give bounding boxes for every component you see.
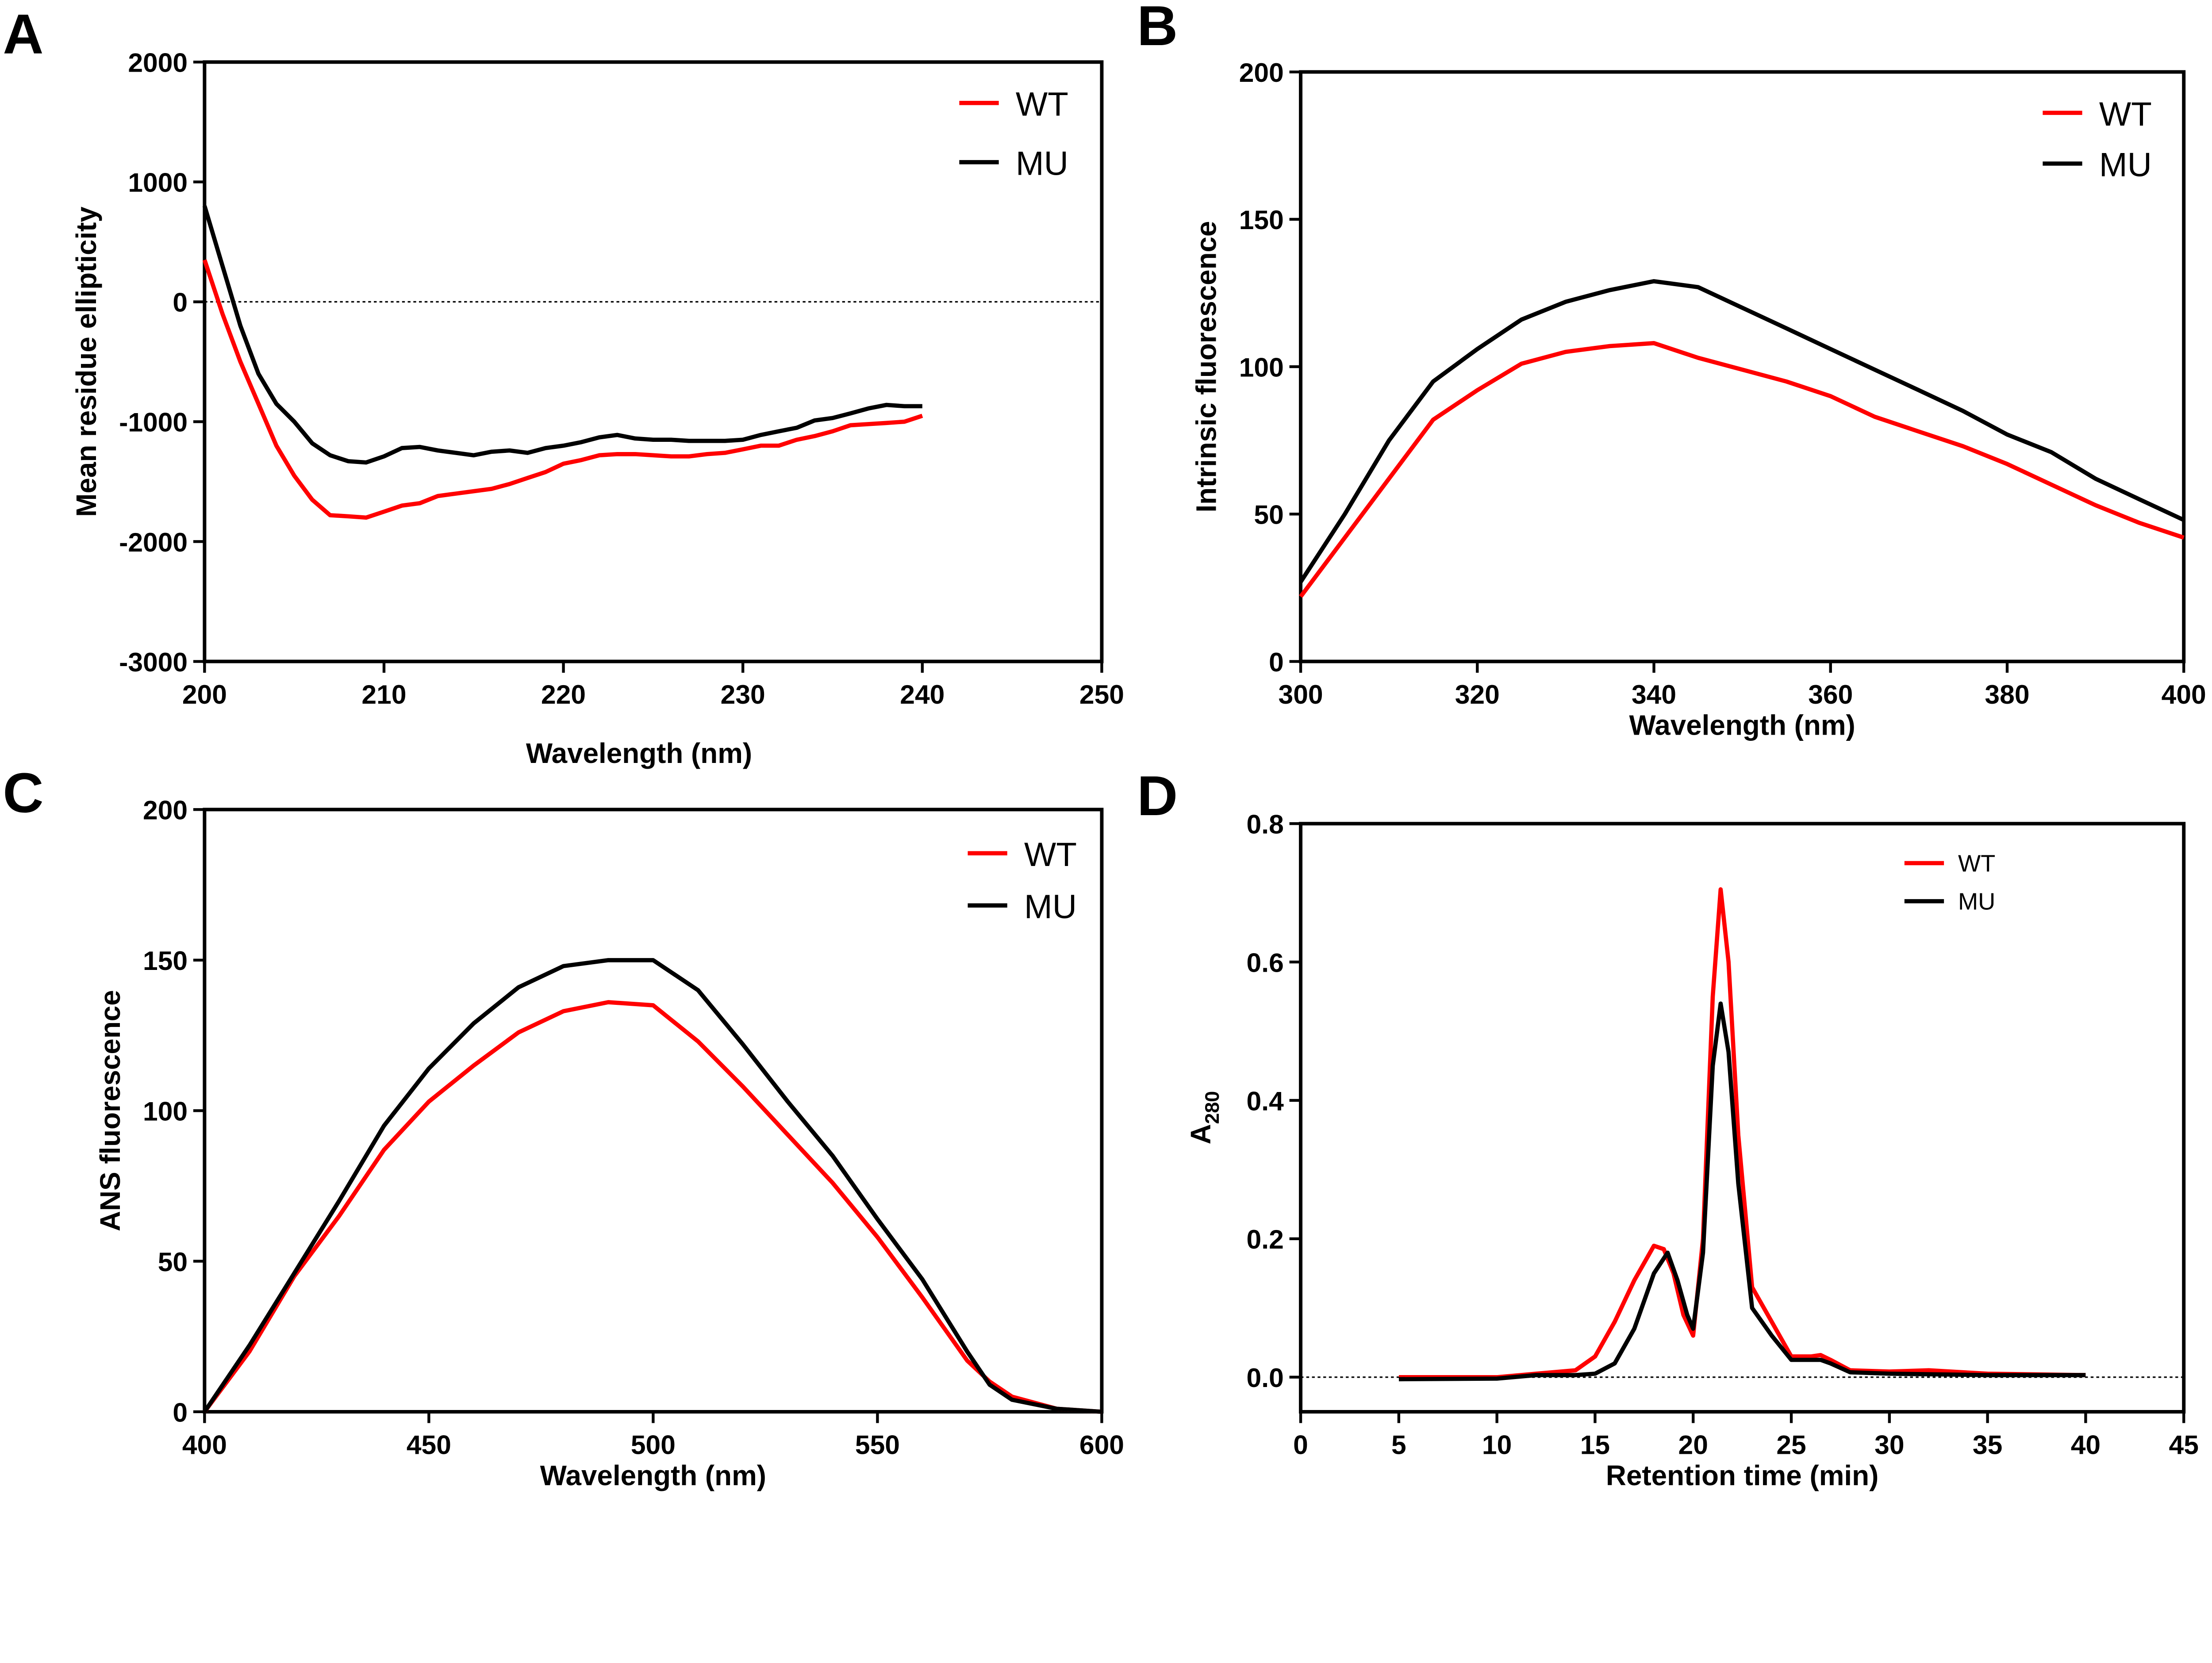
- y-tick-label: -2000: [119, 527, 188, 557]
- panel-letter: C: [3, 762, 43, 825]
- y-axis-label-main: ANS fluorescence: [94, 990, 126, 1231]
- x-tick-label: 20: [1678, 1430, 1708, 1460]
- x-tick-label: 220: [541, 679, 586, 709]
- x-tick-label: 10: [1482, 1430, 1512, 1460]
- x-tick-label: 550: [855, 1430, 900, 1460]
- y-tick-label: -1000: [119, 407, 188, 437]
- series-line-wt: [1299, 341, 2185, 598]
- legend-label-wt: WT: [2099, 96, 2152, 133]
- series-line-wt: [1398, 887, 2086, 1379]
- panel-A: A 200 210 220 230 240 250 -3000 -2000 -1000 0 1000 2…: [3, 3, 1124, 769]
- plot-frame: [203, 808, 1104, 1414]
- x-tick-label: 40: [2071, 1430, 2101, 1460]
- y-tick-label: -3000: [119, 647, 188, 677]
- y-tick-label: 0: [1269, 647, 1284, 677]
- panel-letter: D: [1137, 765, 1178, 828]
- y-tick-label: 2000: [128, 48, 188, 78]
- panel-letter: B: [1137, 0, 1178, 57]
- y-tick-label: 200: [143, 795, 188, 825]
- x-tick-label: 250: [1079, 679, 1124, 709]
- y-axis-label: A280: [1185, 1091, 1223, 1145]
- series-line-mu: [1299, 279, 2185, 583]
- x-tick-label: 240: [900, 679, 945, 709]
- y-axis-label-main: Intrinsic fluorescence: [1190, 221, 1222, 513]
- x-axis-label: Wavelength (nm): [540, 1460, 766, 1491]
- y-tick-label: 50: [1254, 500, 1283, 530]
- y-tick-label: 0.2: [1247, 1224, 1284, 1254]
- plot-frame: [1299, 70, 2186, 663]
- y-tick-label: 1000: [128, 168, 188, 198]
- y-tick-label: 200: [1239, 57, 1284, 88]
- x-tick-label: 340: [1632, 679, 1676, 709]
- series-line-wt: [202, 259, 923, 520]
- x-axis-label: Wavelength (nm): [1629, 709, 1855, 741]
- y-tick-label: 0.0: [1247, 1363, 1284, 1393]
- y-tick-label: 100: [1239, 352, 1284, 382]
- y-axis-label-main: Mean residue ellipticity: [70, 207, 102, 517]
- legend-label-wt: WT: [1024, 836, 1077, 874]
- legend-label-mu: MU: [2099, 146, 2152, 184]
- x-tick-label: 200: [182, 679, 227, 709]
- y-axis-label-subscript: 280: [1202, 1091, 1223, 1124]
- plot-frame: [203, 60, 1104, 663]
- x-axis-label: Retention time (min): [1606, 1460, 1878, 1491]
- x-tick-label: 0: [1293, 1430, 1308, 1460]
- x-tick-label: 210: [361, 679, 406, 709]
- y-tick-label: 150: [143, 946, 188, 976]
- y-axis-label: Intrinsic fluorescence: [1190, 221, 1222, 513]
- x-tick-label: 45: [2169, 1430, 2199, 1460]
- x-tick-label: 25: [1776, 1430, 1806, 1460]
- y-tick-label: 0.4: [1247, 1086, 1284, 1116]
- x-tick-label: 360: [1808, 679, 1853, 709]
- series-line-mu: [1398, 1001, 2086, 1382]
- x-tick-label: 30: [1874, 1430, 1904, 1460]
- y-tick-label: 50: [158, 1247, 188, 1277]
- legend-label-mu: MU: [1024, 888, 1077, 926]
- y-tick-label: 0.8: [1247, 809, 1284, 839]
- y-axis-label-main: A: [1185, 1124, 1217, 1144]
- series-line-mu: [203, 958, 1102, 1414]
- y-axis-label: ANS fluorescence: [94, 990, 126, 1231]
- x-tick-label: 500: [631, 1430, 676, 1460]
- x-tick-label: 5: [1391, 1430, 1406, 1460]
- x-axis-label: Wavelength (nm): [526, 737, 752, 769]
- panel-C: C 400 450 500 550 600 0 50 100 150 200 Wavelength (…: [3, 762, 1124, 1491]
- plot-frame: [1299, 822, 2186, 1414]
- y-tick-label: 0: [173, 287, 188, 318]
- legend-label-mu: MU: [1958, 889, 1995, 915]
- panel-letter: A: [3, 3, 43, 66]
- x-tick-label: 600: [1079, 1430, 1124, 1460]
- x-tick-label: 400: [2162, 679, 2206, 709]
- x-tick-label: 400: [182, 1430, 227, 1460]
- x-tick-label: 300: [1279, 679, 1323, 709]
- x-tick-label: 230: [721, 679, 765, 709]
- panel-D: D 0 5 10 15 20 25 30 35 40 45 0.0 0.2 0.4 0.6 0.8 Retent…: [1137, 765, 2199, 1491]
- panel-B: B 300 320 340 360 380 400 0 50 100 150 200 Wavelengt…: [1137, 0, 2206, 741]
- legend-label-mu: MU: [1016, 145, 1068, 182]
- legend-label-wt: WT: [1016, 85, 1068, 123]
- legend-label-wt: WT: [1958, 851, 1995, 877]
- x-tick-label: 35: [1973, 1430, 2002, 1460]
- y-tick-label: 0: [173, 1397, 188, 1427]
- y-tick-label: 100: [143, 1096, 188, 1126]
- x-tick-label: 15: [1580, 1430, 1610, 1460]
- y-tick-label: 0.6: [1247, 947, 1284, 977]
- y-axis-label: Mean residue ellipticity: [70, 207, 102, 517]
- x-tick-label: 320: [1455, 679, 1500, 709]
- y-tick-label: 150: [1239, 205, 1284, 235]
- x-tick-label: 450: [407, 1430, 451, 1460]
- series-line-mu: [202, 205, 922, 465]
- x-tick-label: 380: [1985, 679, 2029, 709]
